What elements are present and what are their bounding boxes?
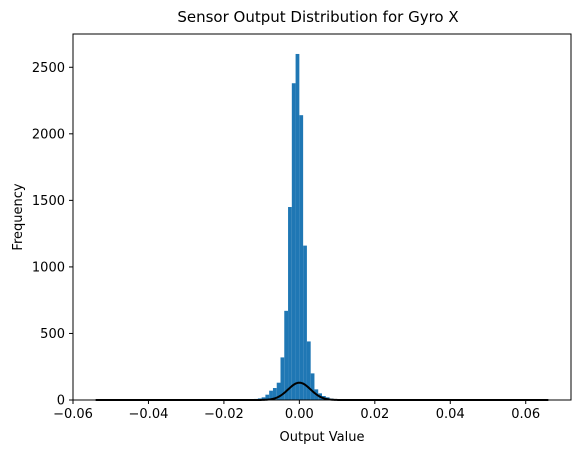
histogram-bar [288, 207, 292, 400]
x-axis-ticks: −0.06 −0.04 −0.02 0.00 0.02 0.04 0.06 [53, 400, 540, 422]
histogram-bar [295, 53, 300, 401]
x-tick-label: −0.06 [53, 407, 93, 422]
x-tick-label: 0.04 [436, 407, 465, 422]
histogram-bar [261, 397, 266, 400]
x-axis-label: Output Value [280, 430, 365, 445]
y-tick-label: 0 [57, 394, 65, 409]
x-tick-label: 0.02 [360, 407, 389, 422]
y-tick-label: 1000 [32, 260, 65, 275]
y-axis-label: Frequency [11, 183, 26, 250]
x-tick-label: 0.06 [511, 407, 540, 422]
histogram-bar [306, 341, 311, 400]
y-tick-label: 2500 [32, 61, 65, 76]
histogram-bar [276, 382, 281, 400]
histogram-bars [250, 53, 349, 401]
fit-curve-line [95, 381, 549, 401]
y-axis-ticks: 0 500 1000 1500 2000 2500 [32, 61, 73, 409]
histogram-bar [280, 357, 285, 400]
histogram-bar [291, 83, 296, 401]
histogram-bar [299, 115, 304, 400]
fit-curve-layer [95, 381, 549, 401]
histogram-bar [310, 373, 315, 400]
plot-frame [72, 33, 572, 401]
x-tick-label: 0.00 [285, 407, 314, 422]
x-tick-label: −0.02 [204, 407, 244, 422]
y-tick-label: 500 [40, 327, 65, 342]
histogram-bar [269, 390, 273, 400]
histogram-bar [303, 245, 307, 400]
y-tick-label: 1500 [32, 194, 65, 209]
histogram-bar [284, 310, 289, 400]
y-tick-label: 2000 [32, 127, 65, 142]
histogram-bar [265, 394, 270, 400]
chart-title: Sensor Output Distribution for Gyro X [177, 8, 458, 26]
x-tick-label: −0.04 [129, 407, 169, 422]
histogram-bar [272, 388, 277, 400]
